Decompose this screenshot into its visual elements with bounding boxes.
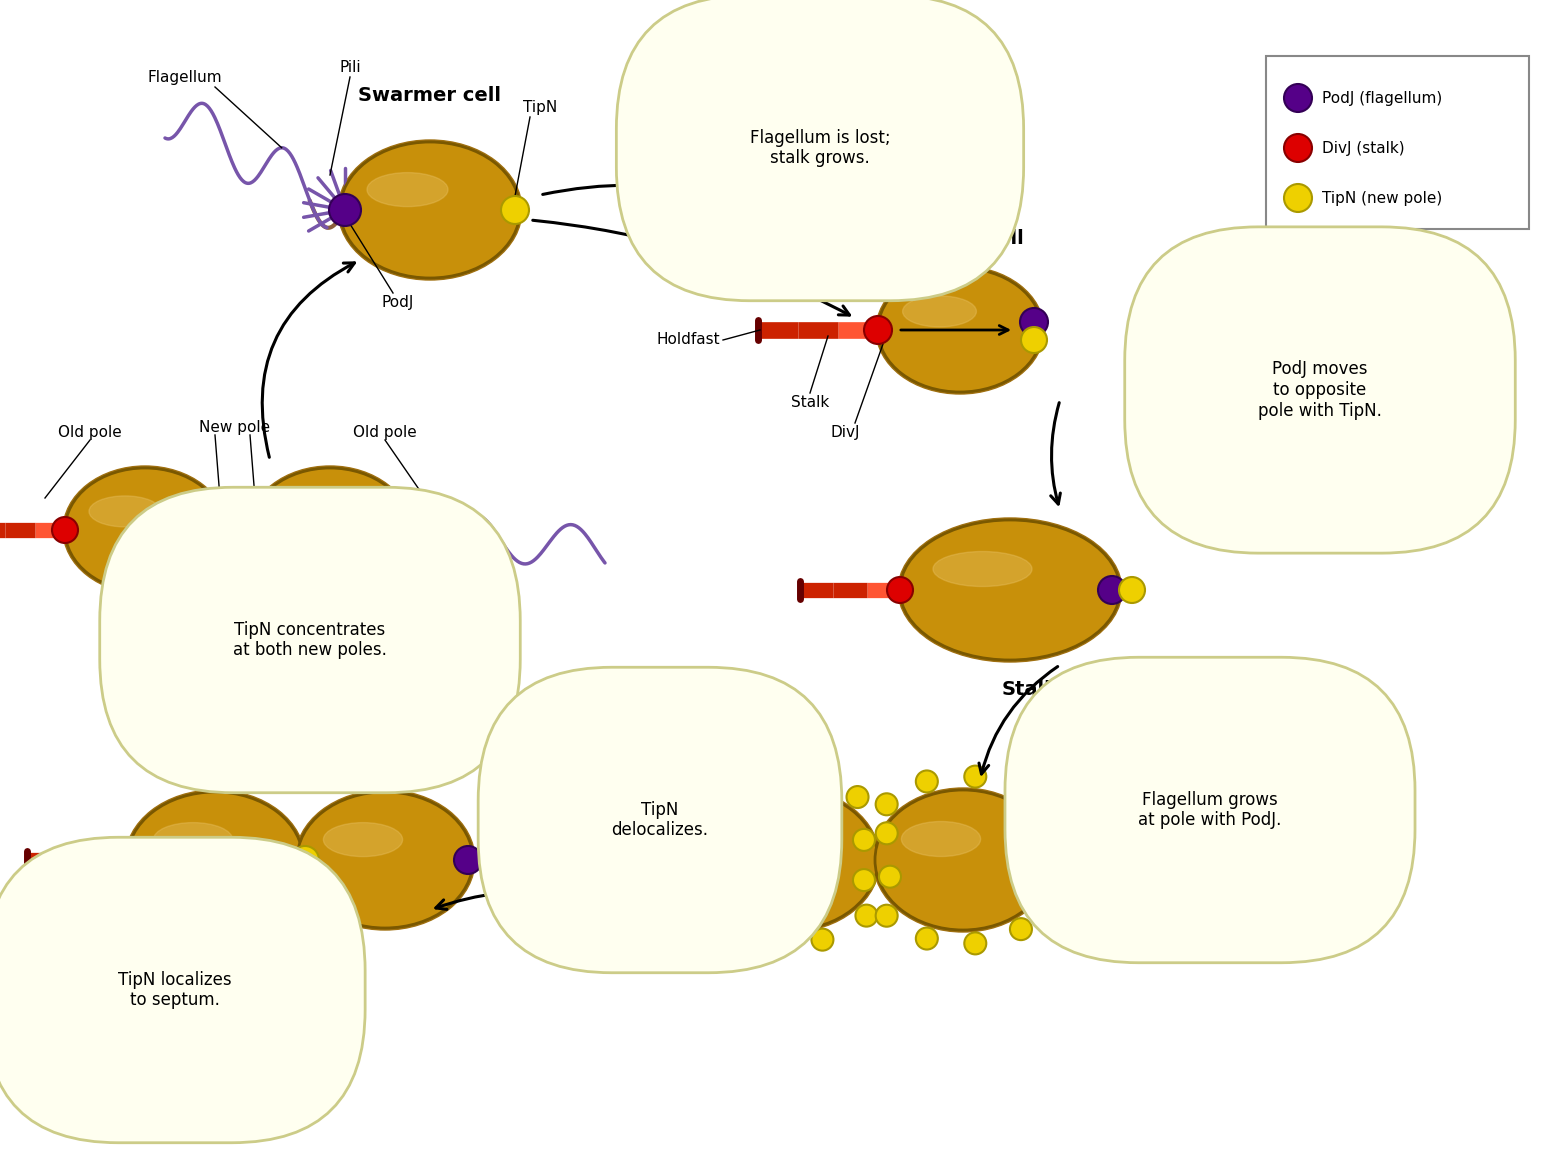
Ellipse shape [964,766,986,787]
Ellipse shape [115,847,140,873]
Ellipse shape [65,468,225,592]
Ellipse shape [1020,308,1048,336]
Ellipse shape [964,933,986,955]
Ellipse shape [208,517,232,543]
Ellipse shape [901,520,1121,660]
Text: DivJ: DivJ [831,424,860,440]
Ellipse shape [248,466,412,593]
Text: DivJ (stalk): DivJ (stalk) [1322,140,1404,155]
Ellipse shape [702,793,724,815]
Ellipse shape [876,266,1045,394]
Ellipse shape [1097,576,1125,604]
Ellipse shape [853,869,874,891]
Ellipse shape [127,792,302,928]
Ellipse shape [690,847,715,873]
Text: TipN (new pole): TipN (new pole) [1322,190,1442,205]
Text: Swarmer cell: Swarmer cell [358,86,502,105]
Text: TipN: TipN [522,100,556,115]
Ellipse shape [682,876,704,898]
Text: TipN localizes
to septum.: TipN localizes to septum. [118,970,232,1010]
Ellipse shape [298,792,473,928]
Ellipse shape [339,142,519,278]
Ellipse shape [879,865,901,887]
Text: Old pole: Old pole [59,424,122,440]
FancyBboxPatch shape [1266,56,1528,229]
Ellipse shape [1283,84,1311,112]
Ellipse shape [812,928,834,950]
Text: Flagellum: Flagellum [147,70,222,85]
Ellipse shape [873,788,1052,932]
Ellipse shape [876,793,897,815]
Text: Old pole: Old pole [353,424,417,440]
Ellipse shape [876,822,897,844]
Ellipse shape [760,932,781,954]
Text: Flagellum is lost;
stalk grows.: Flagellum is lost; stalk grows. [750,128,890,168]
Ellipse shape [1042,888,1065,909]
Ellipse shape [324,822,403,857]
Ellipse shape [853,829,874,851]
Ellipse shape [126,791,305,930]
Ellipse shape [250,468,411,592]
Ellipse shape [242,517,268,543]
Text: Stalk: Stalk [1001,680,1059,698]
Ellipse shape [800,767,822,788]
Text: TipN concentrates
at both new poles.: TipN concentrates at both new poles. [232,620,388,660]
Ellipse shape [1021,326,1046,353]
Text: Holdfast: Holdfast [656,332,721,347]
Text: Predivisional cell: Predivisional cell [202,742,389,760]
Ellipse shape [701,788,880,932]
Text: Pili: Pili [339,59,361,75]
Ellipse shape [856,905,877,927]
Ellipse shape [53,517,78,543]
Text: New pole: New pole [200,420,271,435]
Ellipse shape [454,847,482,874]
Text: PodJ moves
to opposite
pole with TipN.: PodJ moves to opposite pole with TipN. [1259,360,1383,420]
Ellipse shape [291,847,319,874]
Ellipse shape [877,268,1042,392]
Ellipse shape [391,517,419,545]
Ellipse shape [367,173,448,206]
Ellipse shape [274,496,346,527]
Text: PodJ: PodJ [381,295,414,310]
Ellipse shape [863,316,891,344]
Ellipse shape [933,552,1032,586]
Ellipse shape [916,771,938,793]
Ellipse shape [902,296,976,326]
Ellipse shape [702,791,877,930]
Text: Flagellum grows
at pole with PodJ.: Flagellum grows at pole with PodJ. [1138,791,1282,829]
Ellipse shape [876,791,1051,930]
Ellipse shape [679,833,701,855]
Text: Stalked cell: Stalked cell [896,229,1025,248]
Ellipse shape [846,786,868,808]
Text: Stalk: Stalk [790,395,829,410]
Ellipse shape [1119,577,1145,603]
Ellipse shape [902,822,981,857]
Text: TipN
delocalizes.: TipN delocalizes. [612,801,708,840]
Ellipse shape [1054,849,1076,871]
Ellipse shape [153,822,232,857]
Ellipse shape [728,822,808,857]
Ellipse shape [897,518,1122,662]
Ellipse shape [329,194,361,226]
Ellipse shape [294,791,474,930]
Ellipse shape [1283,134,1311,162]
Ellipse shape [501,196,529,224]
Ellipse shape [1283,184,1311,212]
Ellipse shape [1032,847,1060,874]
Ellipse shape [1011,918,1032,940]
Ellipse shape [711,912,733,934]
Ellipse shape [916,927,938,949]
Ellipse shape [1011,780,1032,802]
Ellipse shape [887,577,913,603]
Ellipse shape [64,466,226,593]
Text: PodJ (flagellum): PodJ (flagellum) [1322,91,1442,105]
Ellipse shape [747,770,769,792]
Ellipse shape [1042,810,1065,833]
Ellipse shape [338,140,522,280]
Ellipse shape [88,496,161,527]
Ellipse shape [876,905,897,927]
